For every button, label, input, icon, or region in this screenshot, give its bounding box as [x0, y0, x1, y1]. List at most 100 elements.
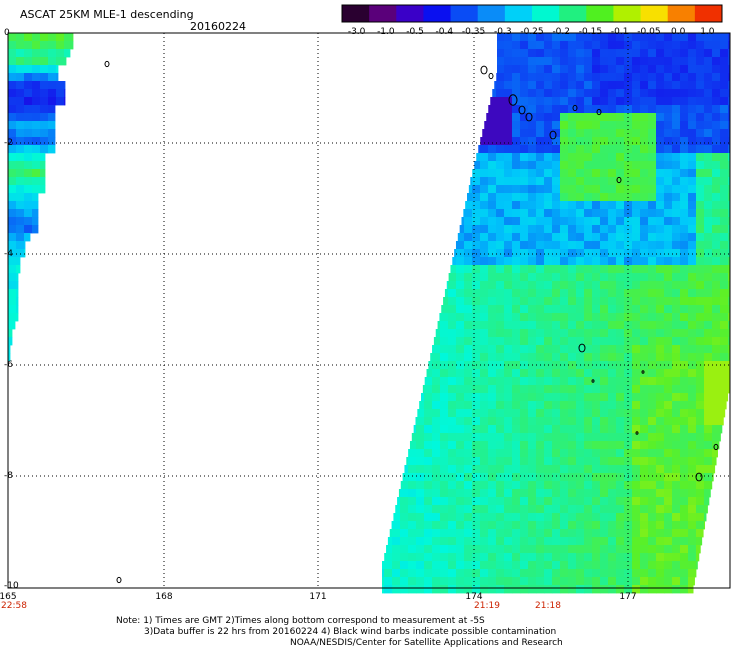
swath-cell — [680, 41, 689, 50]
swath-cell — [648, 249, 657, 258]
swath-cell — [600, 369, 609, 378]
swath-cell — [600, 73, 609, 82]
swath-cell — [696, 337, 705, 346]
swath-cell — [72, 33, 74, 42]
swath-cell — [488, 217, 497, 226]
swath-cell — [696, 113, 705, 122]
swath-cell — [496, 513, 505, 522]
swath-cell — [560, 449, 569, 458]
swath-cell — [512, 585, 521, 594]
swath-cell — [728, 105, 731, 114]
swath-cell — [16, 65, 25, 74]
swath-cell — [672, 401, 681, 410]
swath-cell — [480, 257, 489, 266]
swath-cell — [608, 489, 617, 498]
swath-cell — [40, 41, 49, 50]
swath-cell — [544, 113, 553, 122]
swath-cell — [712, 57, 721, 66]
swath-cell — [440, 545, 449, 554]
swath-cell — [512, 521, 521, 530]
swath-cell — [616, 393, 625, 402]
swath-cell — [528, 241, 537, 250]
swath-cell — [416, 441, 425, 450]
swath-cell — [656, 41, 665, 50]
swath-cell — [456, 513, 465, 522]
swath-cell — [608, 113, 617, 122]
swath-cell — [16, 193, 25, 202]
swath-cell — [720, 33, 729, 42]
swath-cell — [648, 193, 657, 202]
swath-cell — [680, 529, 689, 538]
swath-cell — [640, 545, 649, 554]
swath-cell — [456, 577, 465, 586]
swath-cell — [536, 121, 545, 130]
swath-cell — [656, 249, 665, 258]
swath-cell — [560, 401, 569, 410]
island-outline — [641, 370, 645, 374]
swath-cell — [560, 297, 569, 306]
swath-cell — [648, 57, 657, 66]
swath-cell — [472, 433, 481, 442]
swath-cell — [424, 497, 433, 506]
swath-cell — [467, 193, 473, 202]
swath-cell — [568, 321, 577, 330]
swath-cell — [680, 505, 689, 514]
swath-cell — [712, 161, 721, 170]
swath-cell — [24, 49, 33, 58]
swath-cell — [464, 233, 473, 242]
swath-cell — [504, 209, 513, 218]
swath-cell — [688, 137, 697, 146]
swath-cell — [576, 113, 585, 122]
swath-cell — [712, 121, 721, 130]
swath-cell — [592, 497, 601, 506]
swath-cell — [640, 313, 649, 322]
swath-cell — [520, 417, 529, 426]
swath-cell — [600, 313, 609, 322]
swath-cell — [382, 577, 385, 586]
swath-cell — [16, 233, 25, 242]
swath-cell — [600, 481, 609, 490]
swath-cell — [16, 89, 25, 98]
swath-cell — [472, 257, 481, 266]
swath-cell — [696, 281, 705, 290]
lon-label-174: 174 — [465, 592, 483, 602]
swath-cell — [616, 185, 625, 194]
swath-cell — [8, 33, 17, 42]
swath-cell — [536, 553, 545, 562]
swath-cell — [656, 377, 665, 386]
swath-cell — [712, 185, 721, 194]
swath-cell — [480, 425, 489, 434]
colorbar-tick-label: -1.0 — [377, 27, 395, 37]
swath-cell — [616, 369, 625, 378]
swath-cell — [496, 457, 505, 466]
swath-cell — [632, 33, 641, 42]
swath-cell — [520, 65, 529, 74]
swath-cell — [616, 377, 625, 386]
swath-cell — [664, 457, 673, 466]
swath-cell — [448, 369, 457, 378]
swath-cell — [576, 417, 585, 426]
swath-cell — [464, 537, 473, 546]
swath-cell — [728, 97, 731, 106]
swath-cell — [504, 505, 513, 514]
swath-cell — [592, 449, 601, 458]
lat-label-4: -4 — [4, 249, 13, 259]
swath-cell — [488, 129, 497, 138]
swath-cell — [504, 305, 513, 314]
swath-cell — [408, 489, 417, 498]
swath-cell — [464, 497, 473, 506]
swath-cell — [544, 33, 553, 42]
swath-cell — [640, 57, 649, 66]
swath-cell — [664, 249, 673, 258]
swath-cell — [728, 121, 731, 130]
swath-cell — [512, 257, 521, 266]
swath-cell — [472, 425, 481, 434]
swath-cell — [536, 305, 545, 314]
swath-cell — [464, 529, 473, 538]
swath-cell — [592, 169, 601, 178]
date-label: 20160224 — [190, 20, 246, 33]
swath-cell — [648, 449, 657, 458]
swath-cell — [680, 377, 689, 386]
swath-cell — [544, 393, 553, 402]
map-frame — [7, 32, 731, 589]
